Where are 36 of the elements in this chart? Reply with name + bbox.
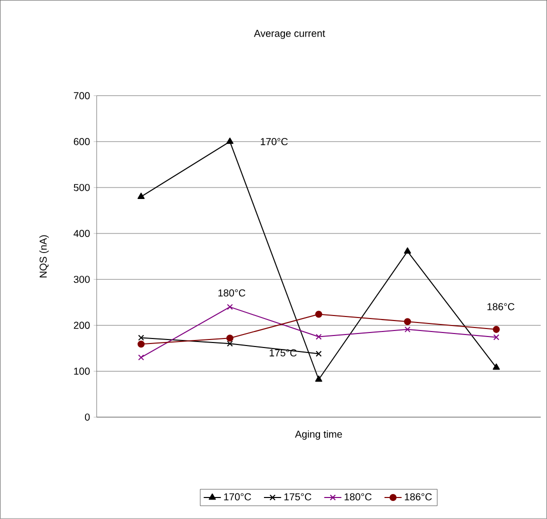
legend-label: 170°C (224, 493, 252, 500)
point (492, 326, 500, 334)
point (404, 326, 410, 332)
point (226, 304, 233, 310)
point (138, 354, 144, 360)
legend-label: 180°C (344, 493, 372, 500)
chart-title: Average current (254, 30, 326, 39)
x-axis-title: Aging time (294, 430, 342, 440)
y-tick-label: 300 (74, 276, 90, 283)
legend-label: 186°C (404, 493, 432, 500)
legend-label: 175°C (284, 493, 312, 500)
point (316, 350, 322, 357)
y-tick-label: 200 (74, 322, 90, 329)
y-tick-label: 600 (74, 138, 90, 146)
point (226, 138, 234, 144)
point (138, 340, 145, 348)
point (493, 334, 500, 340)
y-tick-label: 500 (74, 184, 90, 192)
annotation: 186°C (488, 303, 514, 310)
point (226, 334, 234, 342)
point (138, 192, 145, 200)
point (404, 247, 412, 254)
point (404, 318, 412, 326)
y-tick-label: 700 (74, 92, 90, 100)
y-axis-title: NQS (nA) (39, 235, 49, 278)
point (315, 376, 322, 382)
point (138, 334, 144, 341)
y-tick-label: 400 (74, 230, 90, 238)
point (226, 340, 233, 347)
point (316, 334, 322, 340)
y-tick-label: 100 (74, 368, 90, 375)
point (492, 364, 500, 370)
annotation: 170°C (260, 138, 288, 146)
y-tick-label: 0 (84, 414, 90, 421)
point (315, 310, 322, 318)
annotation: 180°C (218, 289, 246, 297)
